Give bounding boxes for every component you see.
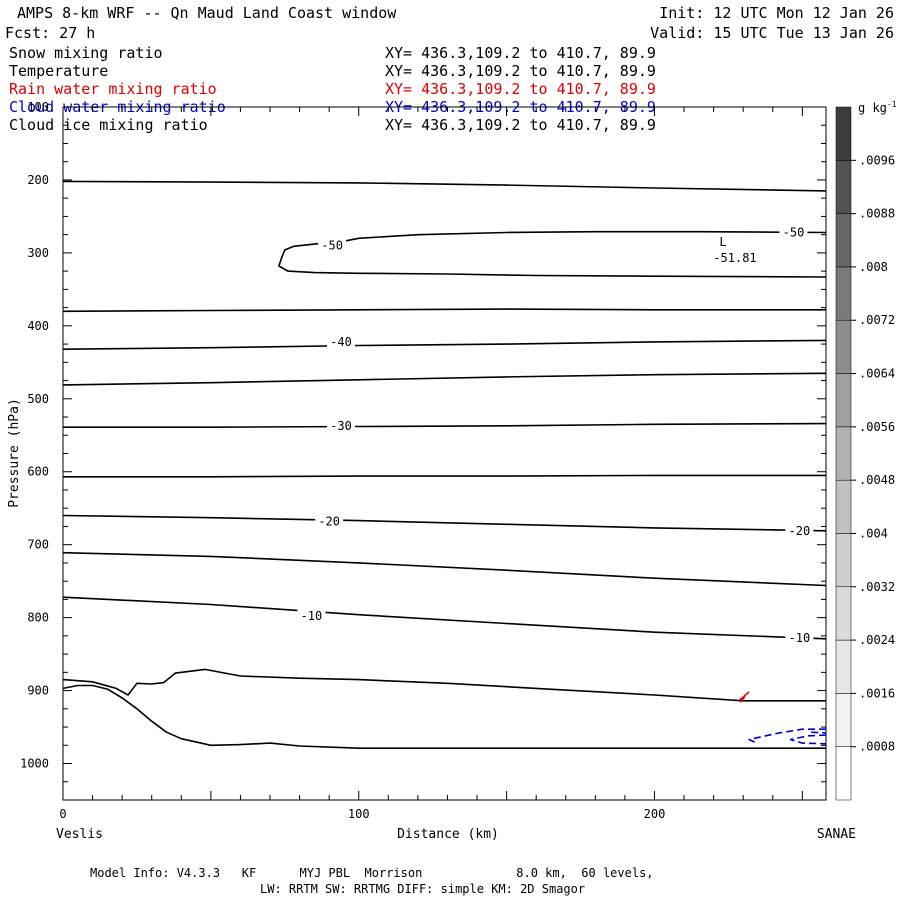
contour--30 (63, 422, 827, 429)
y-tick-label: 400 (27, 319, 49, 333)
contour-cloud-water-2 (789, 734, 827, 745)
field-xy-range: XY= 436.3,109.2 to 410.7, 89.9 (385, 80, 656, 98)
colorbar-swatch (835, 426, 852, 481)
contour-label: -20 (318, 514, 340, 528)
forecast-hour: Fcst: 27 h (5, 24, 95, 42)
contour-labels: -50 -50 -40 -30 -20 -20 -10 -10 (297, 225, 814, 646)
low-marker-value: -51.81 (713, 251, 756, 265)
contour-surface (62, 684, 826, 750)
contour-label-bg (326, 418, 355, 433)
colorbar-label: .004 (859, 526, 888, 540)
y-tick-label: 300 (27, 246, 49, 260)
contour-label: -10 (301, 609, 323, 623)
x-axis-label: Distance (km) (397, 827, 499, 842)
contour-label: -10 (789, 631, 811, 645)
model-info-line1: Model Info: V4.3.3 KF MYJ PBL Morrison 8… (90, 866, 654, 880)
colorbar-swatch (835, 533, 852, 588)
valid-time: Valid: 15 UTC Tue 13 Jan 26 (650, 24, 894, 42)
field-xy-range: XY= 436.3,109.2 to 410.7, 89.9 (385, 116, 656, 134)
y-tick-label: 200 (27, 173, 49, 187)
model-info-line2: LW: RRTM SW: RRTMG DIFF: simple KM: 2D S… (260, 882, 585, 896)
contour-lines (62, 180, 827, 750)
colorbar-swatch (835, 213, 852, 268)
colorbar-label: .0008 (859, 740, 895, 754)
field-name: Snow mixing ratio (9, 44, 163, 62)
contour-label: -50 (321, 239, 343, 253)
y-tick-label: 900 (27, 684, 49, 698)
y-tick-label: 800 (27, 611, 49, 625)
y-tick-label: 700 (27, 538, 49, 552)
contour-label-bg (785, 523, 814, 538)
contour-label: -30 (330, 419, 352, 433)
colorbar-swatch (835, 160, 852, 214)
x-end-label: SANAE (817, 827, 856, 842)
y-axis-label: Pressure (hPa) (7, 398, 22, 508)
field-xy-range: XY= 436.3,109.2 to 410.7, 89.9 (385, 62, 656, 80)
plot-frame (62, 106, 827, 801)
colorbar-label: .0016 (859, 686, 895, 700)
contour-label-bg (318, 238, 347, 253)
contour--10 (62, 596, 827, 640)
low-marker-letter: L (719, 235, 726, 249)
colorbar-label: .008 (859, 260, 888, 274)
chart-title: AMPS 8-km WRF -- Qn Maud Land Coast wind… (17, 4, 397, 22)
colorbar-swatch (835, 373, 852, 428)
colorbar-swatch (835, 106, 852, 161)
x-tick-label: 200 (644, 807, 666, 821)
contour-cloud-water-1 (748, 728, 826, 745)
contour--50 (278, 230, 827, 278)
contour--20 (62, 514, 827, 532)
y-tick-label: 600 (27, 465, 49, 479)
colorbar-swatch (835, 693, 852, 747)
contour-label-bg (779, 225, 808, 240)
y-tick-label: 100 (27, 100, 49, 114)
field-name: Rain water mixing ratio (9, 80, 217, 98)
x-tick-label: 0 (59, 807, 66, 821)
contour-inversion-upper (62, 668, 826, 702)
field-legend: Snow mixing ratio XY= 436.3,109.2 to 410.… (9, 44, 656, 134)
colorbar-label: .0032 (859, 580, 895, 594)
contour-label: -50 (783, 225, 805, 239)
colorbar-unit: g kg-1 (858, 100, 897, 115)
contour-label: -40 (330, 335, 352, 349)
colorbar: .0096 .0088 .008 .0072 .0064 .0056 .0048 .004 .0… (835, 106, 895, 801)
contour-label: -20 (789, 524, 811, 538)
colorbar-label: .0088 (859, 207, 895, 221)
contour--40 (62, 339, 827, 350)
init-time: Init: 12 UTC Mon 12 Jan 26 (659, 4, 894, 22)
colorbar-swatch (835, 319, 852, 374)
contour-label-bg (326, 334, 355, 349)
colorbar-swatch (835, 746, 852, 801)
colorbar-label: .0056 (859, 420, 895, 434)
contour-tropopause (62, 180, 827, 192)
colorbar-label: .0048 (859, 473, 895, 487)
contour-isotherm-380 (62, 308, 826, 313)
colorbar-swatch (835, 639, 852, 694)
contour-isotherm-605 (63, 474, 826, 478)
colorbar-swatch (835, 266, 852, 321)
field-name: Cloud ice mixing ratio (9, 116, 208, 134)
colorbar-swatch (835, 479, 852, 534)
contour-rain-water (739, 691, 750, 703)
contour-cloud-water-3 (811, 731, 827, 734)
colorbar-swatch (835, 586, 852, 641)
contour-isotherm-710 (62, 551, 827, 587)
colorbar-label: .0064 (859, 367, 895, 381)
field-name: Temperature (9, 62, 108, 80)
y-tick-label: 500 (27, 392, 49, 406)
x-start-label: Veslis (56, 827, 103, 842)
colorbar-label: .0024 (859, 633, 895, 647)
contour-label-bg (785, 631, 814, 646)
contour-label-bg (297, 609, 326, 624)
y-tick-label: 1000 (20, 757, 49, 771)
field-xy-range: XY= 436.3,109.2 to 410.7, 89.9 (385, 44, 656, 62)
contour-label-bg (315, 514, 344, 529)
colorbar-label: .0072 (859, 313, 895, 327)
x-tick-label: 100 (348, 807, 370, 821)
colorbar-label: .0096 (859, 153, 895, 167)
contour-isotherm-480 (62, 372, 827, 386)
axis-ticks: 100 200 300 400 500 600 700 800 900 1000 0 100 200 (20, 100, 826, 821)
